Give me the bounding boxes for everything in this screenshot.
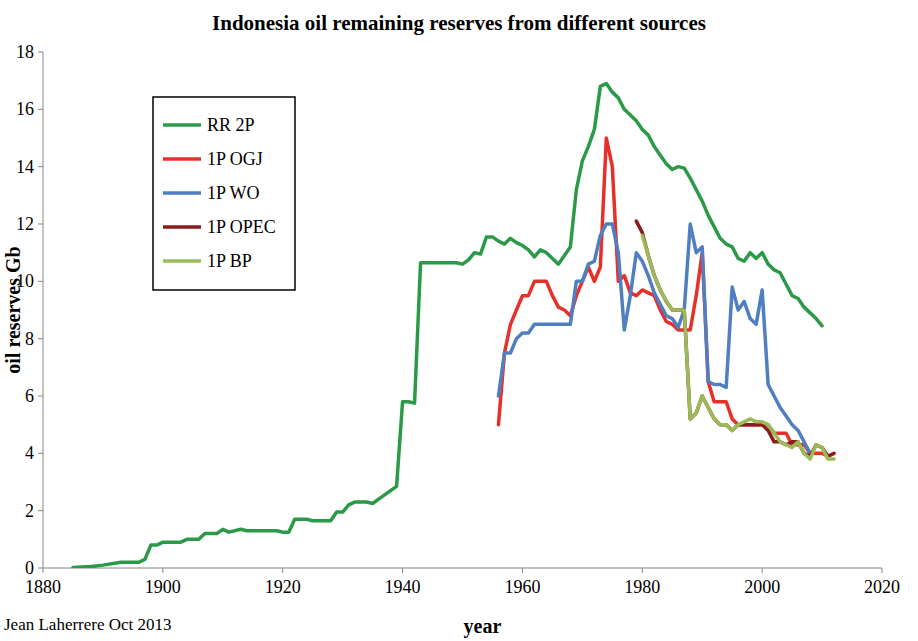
y-tick bbox=[38, 224, 43, 225]
legend-swatch bbox=[163, 123, 201, 127]
series-line bbox=[73, 84, 822, 568]
y-tick bbox=[38, 52, 43, 53]
legend-swatch bbox=[163, 191, 201, 195]
x-tick-label: 1900 bbox=[145, 577, 181, 597]
legend-swatch bbox=[163, 225, 201, 229]
chart: Indonesia oil remaining reserves from di… bbox=[0, 0, 918, 641]
legend-label: 1P OGJ bbox=[207, 149, 263, 169]
series-line bbox=[642, 235, 834, 459]
x-tick-label: 1920 bbox=[265, 577, 301, 597]
y-tick-label: 18 bbox=[16, 42, 34, 62]
x-tick bbox=[522, 568, 523, 573]
y-axis bbox=[43, 52, 44, 568]
legend-swatch bbox=[163, 259, 201, 263]
legend-box bbox=[153, 97, 295, 290]
legend-swatch bbox=[163, 157, 201, 161]
y-tick bbox=[38, 109, 43, 110]
x-tick-label: 1960 bbox=[504, 577, 540, 597]
y-tick-label: 8 bbox=[25, 329, 34, 349]
x-tick bbox=[43, 568, 44, 573]
series-line bbox=[498, 224, 810, 453]
y-tick bbox=[38, 453, 43, 454]
series-line bbox=[636, 221, 834, 456]
x-axis-label: year bbox=[464, 615, 502, 638]
y-tick-label: 0 bbox=[25, 558, 34, 578]
legend: RR 2P 1P OGJ 1P WO 1P OPEC 1P BP bbox=[153, 97, 295, 290]
x-tick-label: 1880 bbox=[25, 577, 61, 597]
y-tick bbox=[38, 338, 43, 339]
x-tick bbox=[402, 568, 403, 573]
y-tick bbox=[38, 281, 43, 282]
y-tick bbox=[38, 396, 43, 397]
x-tick-label: 1980 bbox=[624, 577, 660, 597]
x-tick-label: 1940 bbox=[385, 577, 421, 597]
annotation: Jean Laherrere Oct 2013 bbox=[4, 615, 172, 634]
y-tick-label: 16 bbox=[16, 99, 34, 119]
legend-label: 1P OPEC bbox=[207, 217, 276, 237]
legend-label: RR 2P bbox=[207, 115, 255, 135]
y-tick bbox=[38, 568, 43, 569]
x-tick bbox=[162, 568, 163, 573]
x-tick bbox=[762, 568, 763, 573]
y-tick-label: 14 bbox=[16, 157, 34, 177]
y-tick-label: 6 bbox=[25, 386, 34, 406]
x-axis bbox=[43, 568, 882, 569]
y-tick-label: 2 bbox=[25, 501, 34, 521]
x-tick bbox=[882, 568, 883, 573]
x-tick bbox=[642, 568, 643, 573]
legend-label: 1P BP bbox=[207, 251, 252, 271]
y-tick-label: 4 bbox=[25, 443, 34, 463]
y-tick bbox=[38, 510, 43, 511]
y-axis-label: oil reserves Gb bbox=[2, 246, 24, 373]
y-tick bbox=[38, 166, 43, 167]
x-tick-label: 2000 bbox=[744, 577, 780, 597]
x-tick bbox=[282, 568, 283, 573]
plot-area bbox=[73, 84, 834, 568]
x-tick-label: 2020 bbox=[864, 577, 900, 597]
legend-label: 1P WO bbox=[207, 183, 260, 203]
title: Indonesia oil remaining reserves from di… bbox=[212, 11, 706, 35]
y-tick-label: 12 bbox=[16, 214, 34, 234]
